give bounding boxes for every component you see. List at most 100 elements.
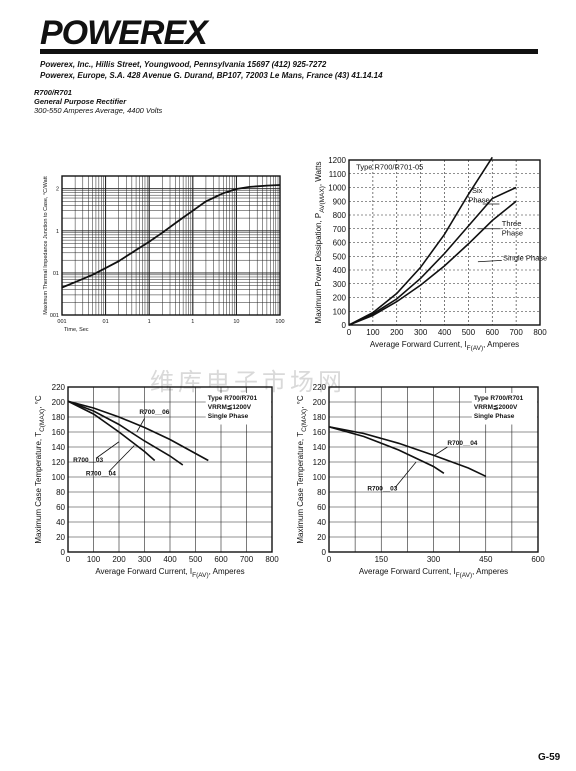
annotation-label: Phase: [502, 229, 523, 238]
x-tick-label: 1: [191, 319, 194, 325]
y-axis-label: Maximum Case Temperature, TC(MAX), °C: [296, 395, 308, 544]
case1200-chart: 0 100 200 300 400 500 600 700 800 0 20 40 60 80 100 120…: [34, 383, 279, 579]
x-tick-label: 10: [233, 319, 239, 325]
y-tick-label: 60: [317, 503, 326, 512]
x-tick-label: 600: [214, 555, 228, 564]
x-axis-label: Average Forward Current, IF(AV), Amperes: [95, 567, 244, 579]
y-tick-label: 120: [52, 458, 66, 467]
product-rating: 300-550 Amperes Average, 4400 Volts: [34, 106, 163, 115]
series-line: [67, 400, 184, 466]
product-name: General Purpose Rectifier: [34, 97, 127, 106]
y-tick-label: 80: [317, 488, 326, 497]
y-tick-label: 80: [56, 488, 65, 497]
x-tick-label: 700: [509, 328, 523, 337]
series-line: [67, 400, 156, 462]
y-axis-label: Maximum Case Temperature, TC(MAX), °C: [34, 395, 46, 544]
address-us: Powerex, Inc., Hillis Street, Youngwood,…: [40, 60, 327, 69]
x-tick-label: 1: [148, 319, 151, 325]
y-tick-label: 180: [52, 413, 66, 422]
y-tick-label: 1100: [329, 170, 347, 179]
series-line: [348, 186, 517, 326]
y-tick-label: 200: [313, 398, 327, 407]
x-tick-label: 0: [327, 555, 332, 564]
y-tick-label: 001: [50, 313, 59, 319]
series-line: [61, 184, 281, 289]
y-tick-label: 400: [333, 266, 347, 275]
page-number: G-59: [538, 752, 561, 763]
case2000-chart: 0 150 300 450 600 0 20 40 60 80 100 120 140 160 180 200…: [296, 383, 545, 579]
label-leader: [433, 446, 448, 457]
label-leader: [108, 445, 135, 473]
powerex-logo: POWEREX: [40, 14, 208, 52]
annotation-label: Single Phase: [503, 253, 547, 262]
legend-box: [471, 393, 537, 425]
series-line: [67, 400, 209, 462]
series-line: [348, 200, 517, 326]
y-tick-label: 0: [322, 548, 327, 557]
power-chart: 0 100 200 300 400 500 600 700 800 0 100 200 300 400 50…: [314, 156, 547, 352]
legend-line: Type R700/R701: [474, 395, 524, 402]
x-tick-label: 001: [57, 319, 66, 325]
legend-box: [205, 393, 271, 425]
x-tick-label: 600: [531, 555, 545, 564]
x-tick-label: 300: [427, 555, 441, 564]
y-tick-label: 300: [333, 280, 347, 289]
legend-line: Single Phase: [474, 413, 515, 420]
y-tick-label: 700: [333, 225, 347, 234]
y-tick-label: 100: [333, 307, 347, 316]
plot-frame: [67, 386, 273, 553]
y-tick-label: 800: [333, 211, 347, 220]
x-tick-label: 300: [138, 555, 152, 564]
y-tick-label: 600: [333, 239, 347, 248]
x-tick-label: 500: [189, 555, 203, 564]
x-tick-label: 700: [240, 555, 254, 564]
annotation-label: Six: [472, 186, 483, 195]
plot-frame: [61, 175, 281, 316]
thermal-chart: 001 01 1 1 10 100 001 01 1 2 Time, Sec Maximum Ther…: [43, 175, 285, 333]
y-tick-label: 140: [313, 443, 327, 452]
x-axis-label: Time, Sec: [64, 327, 89, 333]
address-eu: Powerex, Europe, S.A. 428 Avenue G. Dura…: [40, 71, 383, 80]
legend-line: VRRM≦2000V: [474, 404, 518, 411]
series-line: [328, 426, 445, 474]
y-axis-label: Maximum Power Dissipation, PAV(MAX), Wat…: [314, 162, 326, 324]
y-tick-label: 200: [333, 294, 347, 303]
legend-line: Single Phase: [208, 413, 249, 420]
legend-line: Type R700/R701: [208, 395, 258, 402]
y-tick-label: 160: [313, 428, 327, 437]
series-label: R700__06: [139, 409, 169, 416]
y-tick-label: 1200: [328, 156, 346, 165]
series-label: R700__03: [73, 457, 103, 464]
x-tick-label: 0: [347, 328, 352, 337]
x-tick-label: 200: [112, 555, 126, 564]
y-tick-label: 220: [52, 383, 66, 392]
x-axis-label: Average Forward Current, IF(AV), Amperes: [359, 567, 508, 579]
plot-frame: [348, 159, 541, 326]
y-tick-label: 0: [61, 548, 66, 557]
label-leader: [136, 418, 145, 433]
annotation-arrow: [477, 259, 502, 263]
x-axis-label: Average Forward Current, IF(AV), Amperes: [370, 340, 519, 352]
y-tick-label: 220: [313, 383, 327, 392]
y-tick-label: 1: [56, 229, 59, 235]
series-label: R700__03: [367, 486, 397, 493]
y-tick-label: 0: [342, 321, 347, 330]
y-tick-label: 60: [56, 503, 65, 512]
y-tick-label: 120: [313, 458, 327, 467]
y-tick-label: 20: [56, 533, 65, 542]
x-tick-label: 0: [66, 555, 71, 564]
annotation-label: Phase: [468, 196, 489, 205]
x-tick-label: 400: [438, 328, 452, 337]
y-tick-label: 2: [56, 187, 59, 193]
y-tick-label: 180: [313, 413, 327, 422]
x-tick-label: 450: [479, 555, 493, 564]
x-tick-label: 100: [87, 555, 101, 564]
x-tick-label: 100: [275, 319, 284, 325]
label-leader: [95, 441, 120, 459]
y-tick-label: 100: [313, 473, 327, 482]
y-tick-label: 160: [52, 428, 66, 437]
x-tick-label: 200: [390, 328, 404, 337]
x-tick-label: 300: [414, 328, 428, 337]
label-leader: [394, 461, 417, 488]
